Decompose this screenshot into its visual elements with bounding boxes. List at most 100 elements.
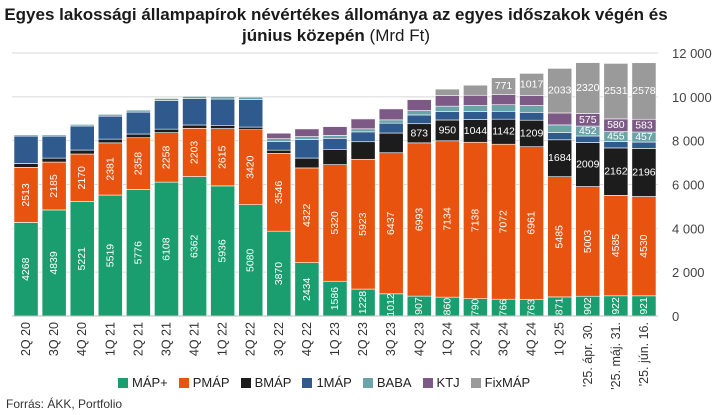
bar-segment: [350, 128, 376, 133]
bar-segment: [631, 62, 657, 120]
legend-label: FixMÁP: [484, 375, 531, 390]
bar-segment: [406, 99, 432, 111]
data-label: 950: [439, 124, 457, 136]
data-label: 1209: [520, 127, 544, 139]
bar-segment: [41, 135, 67, 159]
data-label: 457: [635, 131, 653, 143]
bar-segment: [238, 99, 264, 128]
x-tick-label: '25. ápr. 30.: [581, 322, 595, 387]
legend-swatch: [362, 378, 373, 388]
data-label: 4530: [638, 234, 650, 258]
bar-segment: [154, 181, 179, 317]
bar-segment: [238, 126, 264, 131]
bar-segment: [126, 137, 151, 190]
bar-segment: [266, 149, 292, 154]
bar-segment: [434, 105, 460, 112]
legend-label: BABA: [376, 375, 412, 390]
chart-title-main: Egyes lakossági állampapírok névértékes …: [4, 5, 668, 45]
bar-segment: [266, 141, 292, 151]
bar-segment: [406, 142, 432, 297]
bar-segment: [266, 153, 292, 232]
bar-segment: [322, 126, 348, 136]
data-label: 2185: [48, 174, 60, 198]
bar-segment: [266, 230, 292, 317]
bar-segment: [182, 127, 207, 177]
bar-segment: [69, 153, 95, 202]
bar-segment: [322, 149, 348, 165]
bar-segment: [238, 96, 264, 100]
y-tick-label: 4 000: [672, 221, 705, 236]
legend-swatch: [118, 378, 128, 388]
bar-segment: [182, 95, 207, 99]
bar-segment: [434, 88, 460, 96]
x-tick-label: 2Q 22: [244, 322, 258, 356]
bar-segment: [41, 157, 67, 163]
bar-segment: [519, 112, 544, 121]
data-label: 2531: [604, 85, 628, 97]
bar-segment: [575, 142, 601, 187]
data-label: 4585: [610, 234, 622, 258]
data-label: 2009: [576, 159, 600, 171]
bar-segment: [463, 94, 488, 106]
bar-segment: [322, 280, 348, 317]
bar-segment: [491, 94, 516, 106]
bar-segment: [322, 135, 348, 139]
y-tick-label: 10 000: [672, 90, 712, 105]
data-label: 5776: [132, 241, 144, 265]
data-label: 873: [410, 127, 428, 139]
legend-swatch: [178, 378, 189, 388]
bar-segment: [69, 125, 95, 151]
bar-segment: [463, 111, 488, 120]
bar-segment: [631, 148, 657, 197]
data-label: 2196: [632, 166, 656, 178]
data-label: 860: [441, 298, 453, 316]
x-tick-label: 1Q 21: [103, 322, 117, 356]
bar-segment: [69, 124, 95, 127]
bar-segment: [210, 128, 236, 187]
x-tick-label: 4Q 22: [300, 322, 314, 356]
bar-segment: [491, 77, 516, 95]
bar-segment: [491, 143, 516, 300]
data-label: 2615: [217, 145, 229, 169]
source-note: Forrás: ÁKK, Portfolio: [6, 397, 123, 411]
data-label: 7072: [498, 210, 510, 234]
data-label: 902: [582, 297, 594, 315]
bar-segment: [266, 138, 292, 142]
bar-segment: [13, 135, 39, 164]
bar-segment: [13, 222, 39, 317]
data-label: 766: [498, 299, 510, 317]
bar-segment: [97, 138, 123, 144]
bar-segment: [41, 134, 67, 137]
x-tick-label: 2Q 20: [19, 322, 33, 356]
data-label: 6362: [189, 234, 201, 258]
bar-segment: [154, 128, 179, 133]
data-label: 1228: [357, 291, 369, 315]
data-label: 5221: [76, 247, 88, 271]
data-label: 4839: [48, 251, 60, 275]
x-tick-label: 3Q 23: [384, 322, 398, 356]
x-tick-label: 1Q 24: [440, 322, 454, 356]
bar-segment: [97, 115, 123, 140]
data-label: 5923: [357, 212, 369, 236]
y-tick-label: 12 000: [672, 46, 712, 61]
data-label: 5485: [554, 225, 566, 249]
data-label: 6993: [413, 208, 425, 232]
data-label: 6108: [160, 237, 172, 261]
legend-swatch: [470, 378, 481, 388]
bar-segment: [463, 141, 488, 299]
legend-item: PMÁP: [178, 375, 230, 390]
bar-segment: [575, 186, 601, 297]
data-label: 1586: [329, 287, 341, 311]
data-label: 2320: [576, 82, 600, 94]
data-label: 871: [554, 298, 566, 316]
bar-segment: [547, 132, 573, 141]
legend-swatch: [240, 378, 251, 388]
bar-segment: [519, 105, 544, 113]
legend-label: KTJ: [436, 375, 460, 390]
data-label: 3870: [273, 262, 285, 286]
x-tick-label: 3Q 22: [272, 322, 286, 356]
bar-segment: [126, 111, 151, 135]
bar-segment: [69, 149, 95, 155]
bar-segment: [210, 98, 236, 126]
